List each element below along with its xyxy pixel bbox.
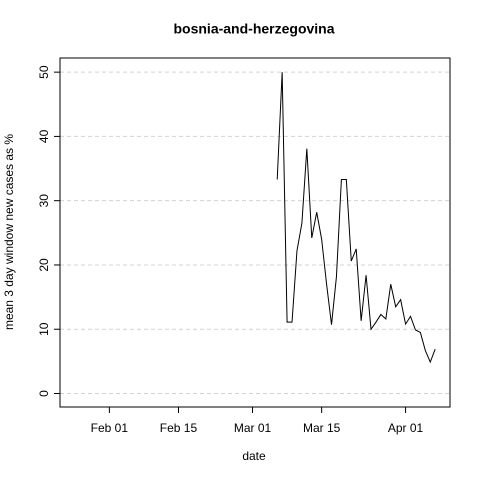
- plot-frame: [59, 57, 451, 408]
- chart-title: bosnia-and-herzegovina: [173, 21, 334, 37]
- x-tick-label: Apr 01: [388, 421, 424, 435]
- x-tick-label: Feb 15: [160, 421, 198, 435]
- y-tick-label: 0: [37, 390, 51, 397]
- x-tick-label: Mar 15: [303, 421, 341, 435]
- y-axis-label: mean 3 day window new cases as %: [2, 134, 16, 330]
- data-line: [276, 72, 436, 364]
- y-tick-label: 30: [37, 194, 51, 208]
- x-tick-label: Feb 01: [91, 421, 129, 435]
- x-tick-label: Mar 01: [234, 421, 272, 435]
- y-tick-label: 50: [37, 65, 51, 79]
- y-tick-label: 20: [37, 258, 51, 272]
- y-tick-label: 10: [37, 322, 51, 336]
- x-axis-label: date: [242, 449, 266, 463]
- y-tick-label: 40: [37, 129, 51, 143]
